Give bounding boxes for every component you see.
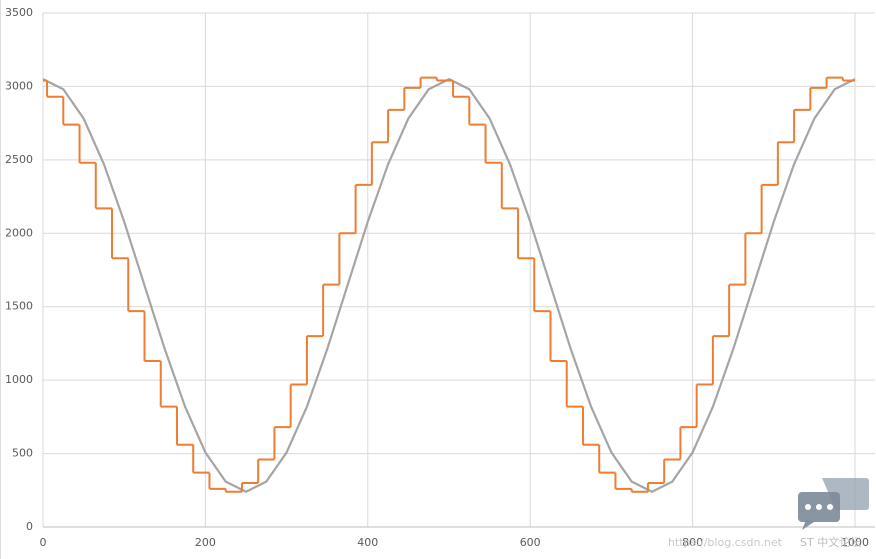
series-line — [42, 77, 856, 493]
x-tick-label: 400 — [357, 536, 378, 549]
y-tick-label: 2000 — [5, 226, 33, 239]
watermark: ST 中文论坛 — [800, 535, 861, 549]
chat-icon — [798, 478, 869, 530]
x-tick-label: 800 — [682, 536, 703, 549]
y-tick-label: 2500 — [5, 153, 33, 166]
x-tick-label: 1000 — [841, 536, 869, 549]
y-tick-label: 3500 — [5, 6, 33, 19]
y-tick-label: 3000 — [5, 79, 33, 92]
y-tick-label: 1000 — [5, 373, 33, 386]
y-tick-label: 500 — [12, 447, 33, 460]
x-tick-label: 600 — [520, 536, 541, 549]
y-tick-label: 0 — [26, 520, 33, 533]
x-tick-label: 200 — [195, 536, 216, 549]
x-tick-label: 0 — [40, 536, 47, 549]
y-tick-label: 1500 — [5, 300, 33, 313]
watermark-url: https://blog.csdn.net — [668, 536, 783, 549]
